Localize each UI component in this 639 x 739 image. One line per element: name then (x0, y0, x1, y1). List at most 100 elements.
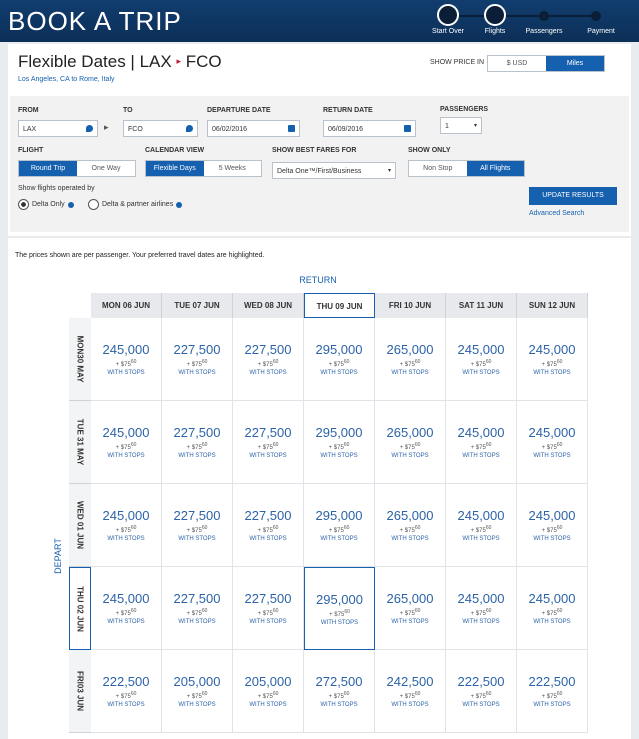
miles: 245,000 (457, 342, 505, 357)
fare-cell[interactable]: 265,000 + $7560 WITH STOPS (375, 401, 446, 484)
fare-cell[interactable]: 227,500 + $7560 WITH STOPS (233, 484, 304, 567)
fare-cell[interactable]: 227,500 + $7560 WITH STOPS (162, 484, 233, 567)
toggle-option[interactable]: Non Stop (423, 165, 453, 172)
fare-cell[interactable]: 227,500 + $7560 WITH STOPS (233, 567, 304, 650)
fare-cell[interactable]: 227,500 + $7560 WITH STOPS (162, 567, 233, 650)
toggle-option[interactable]: One Way (91, 165, 121, 172)
miles: 265,000 (386, 591, 434, 606)
fare-cell[interactable]: 245,000 + $7560 WITH STOPS (517, 318, 588, 401)
fee-amount: + $75 (470, 611, 486, 617)
update-button[interactable]: UPDATE RESULTS (529, 187, 617, 205)
fee-cents: 60 (556, 691, 563, 697)
row-header[interactable]: FRI03 JUN (69, 650, 91, 733)
departure-input[interactable]: 06/02/2016 (207, 120, 300, 137)
fare-cell[interactable]: 245,000 + $7560 WITH STOPS (91, 484, 162, 567)
price-option[interactable]: $ USD (506, 60, 528, 67)
stops: WITH STOPS (462, 536, 500, 542)
input-value: 06/02/2016 (212, 126, 248, 133)
fare-cell[interactable]: 295,000 + $7560 WITH STOPS (304, 401, 375, 484)
fare-cell[interactable]: 245,000 + $7560 WITH STOPS (517, 484, 588, 567)
fee-amount: + $75 (329, 612, 345, 618)
show-only-toggle: Non Stop All Flights (408, 160, 525, 177)
input-value: 06/09/2016 (328, 126, 364, 133)
miles: 242,500 (386, 674, 434, 689)
row-label: MON30 MAY (75, 335, 85, 383)
row-label: WED 01 JUN (75, 500, 85, 549)
fee-cents: 60 (201, 442, 208, 448)
fare-cell[interactable]: 245,000 + $7560 WITH STOPS (91, 567, 162, 650)
miles: 227,500 (173, 591, 221, 606)
fee-amount: + $75 (115, 362, 131, 368)
row-header[interactable]: WED 01 JUN (69, 484, 91, 567)
to-input[interactable]: FCO (123, 120, 198, 137)
fare-cell[interactable]: 205,000 + $7560 WITH STOPS (162, 650, 233, 733)
fare-cell[interactable]: 227,500 + $7560 WITH STOPS (162, 318, 233, 401)
fare-cell[interactable]: 227,500 + $7560 WITH STOPS (233, 401, 304, 484)
toggle-option[interactable]: All Flights (466, 161, 524, 176)
step-label[interactable]: Start Over (432, 28, 464, 35)
fare-cell[interactable]: 245,000 + $7560 WITH STOPS (517, 567, 588, 650)
fare-cell[interactable]: 265,000 + $7560 WITH STOPS (375, 567, 446, 650)
column-header[interactable]: FRI 10 JUN (375, 293, 446, 318)
radio-delta-only[interactable]: Delta Only (18, 199, 74, 210)
fee-cents: 60 (343, 442, 350, 448)
fare-cell[interactable]: 245,000 + $7560 WITH STOPS (446, 567, 517, 650)
fare-cell[interactable]: 295,000 + $7560 WITH STOPS (304, 567, 375, 650)
miles: 245,000 (528, 508, 576, 523)
fare-cell[interactable]: 245,000 + $7560 WITH STOPS (446, 484, 517, 567)
column-header[interactable]: WED 08 JUN (233, 293, 304, 318)
search-panel: Flexible Dates | LAX ▸ FCO Los Angeles, … (8, 44, 631, 236)
fee: + $7560 (233, 691, 303, 700)
fee-cents: 60 (556, 359, 563, 365)
fare-cell[interactable]: 222,500 + $7560 WITH STOPS (517, 650, 588, 733)
radio-partners[interactable]: Delta & partner airlines (88, 199, 183, 210)
fee: + $7560 (304, 691, 374, 700)
search-title: Flexible Dates | LAX ▸ FCO (18, 52, 222, 71)
column-header[interactable]: SAT 11 JUN (446, 293, 517, 318)
stops: WITH STOPS (249, 453, 287, 459)
fare-cell[interactable]: 272,500 + $7560 WITH STOPS (304, 650, 375, 733)
header: BOOK A TRIP Start Over Flights Passenger… (0, 0, 639, 42)
return-label: RETURN (299, 275, 337, 285)
column-header[interactable]: THU 09 JUN (304, 293, 375, 318)
toggle-option[interactable]: Flexible Days (146, 161, 204, 176)
column-header[interactable]: MON 06 JUN (91, 293, 162, 318)
price-option[interactable]: Miles (546, 56, 604, 71)
input-value: LAX (23, 126, 37, 133)
fare-cell[interactable]: 245,000 + $7560 WITH STOPS (517, 401, 588, 484)
row-header[interactable]: TUE 31 MAY (69, 401, 91, 484)
fare-cell[interactable]: 245,000 + $7560 WITH STOPS (446, 401, 517, 484)
fare-cell[interactable]: 265,000 + $7560 WITH STOPS (375, 318, 446, 401)
fare-cell[interactable]: 222,500 + $7560 WITH STOPS (446, 650, 517, 733)
column-header[interactable]: SUN 12 JUN (517, 293, 588, 318)
row-header[interactable]: MON30 MAY (69, 318, 91, 401)
fee-amount: + $75 (399, 611, 415, 617)
fare-cell[interactable]: 227,500 + $7560 WITH STOPS (162, 401, 233, 484)
toggle-option[interactable]: Round Trip (19, 161, 77, 176)
fare-cell[interactable]: 295,000 + $7560 WITH STOPS (304, 484, 375, 567)
fare-cell[interactable]: 205,000 + $7560 WITH STOPS (233, 650, 304, 733)
passengers-select[interactable]: 1 ▾ (440, 117, 482, 134)
fare-cell[interactable]: 265,000 + $7560 WITH STOPS (375, 484, 446, 567)
fare-cell[interactable]: 245,000 + $7560 WITH STOPS (91, 318, 162, 401)
fee-amount: + $75 (470, 694, 486, 700)
fare-cell[interactable]: 245,000 + $7560 WITH STOPS (446, 318, 517, 401)
column-header[interactable]: TUE 07 JUN (162, 293, 233, 318)
stops: WITH STOPS (533, 453, 571, 459)
start-over-icon[interactable] (437, 4, 459, 26)
fare-cell[interactable]: 295,000 + $7560 WITH STOPS (304, 318, 375, 401)
fares-select[interactable]: Delta One™/First/Business ▾ (272, 162, 396, 179)
from-input[interactable]: LAX (18, 120, 98, 137)
results-panel: The prices shown are per passenger. Your… (8, 238, 631, 739)
fare-cell[interactable]: 245,000 + $7560 WITH STOPS (91, 401, 162, 484)
toggle-option[interactable]: 5 Weeks (218, 165, 246, 172)
fare-cell[interactable]: 222,500 + $7560 WITH STOPS (91, 650, 162, 733)
fare-cell[interactable]: 242,500 + $7560 WITH STOPS (375, 650, 446, 733)
stops: WITH STOPS (107, 702, 145, 708)
return-input[interactable]: 06/09/2016 (323, 120, 416, 137)
row-header[interactable]: THU 02 JUN (69, 567, 91, 650)
fare-cell[interactable]: 227,500 + $7560 WITH STOPS (233, 318, 304, 401)
advanced-search-link[interactable]: Advanced Search (529, 210, 585, 217)
stops: WITH STOPS (533, 536, 571, 542)
stops: WITH STOPS (178, 370, 216, 376)
